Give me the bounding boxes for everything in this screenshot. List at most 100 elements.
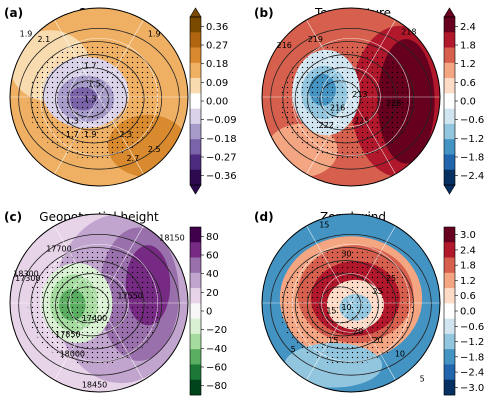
meridian-line	[306, 19, 352, 98]
meridian-line	[98, 302, 144, 381]
colorbar-tick-label: −1.8	[460, 352, 484, 363]
contour-label: 1.7	[66, 130, 79, 139]
map-boundary	[261, 7, 441, 187]
contour-label: 2.1	[37, 35, 50, 44]
colorbar-segment	[190, 123, 201, 140]
colorbar-segment	[190, 257, 201, 274]
contour-label: 17300	[15, 274, 40, 283]
contour-label: 20	[373, 336, 383, 345]
colorbar-tick-label: −0.36	[206, 171, 237, 182]
meridian-line	[306, 96, 352, 175]
colorbar-tick-label: 1.2	[460, 276, 476, 287]
stippling	[27, 43, 162, 160]
colorbar-tick-label: 1.8	[460, 261, 476, 272]
contour-line	[42, 260, 145, 350]
contour-label: 219	[308, 35, 323, 44]
colorbar-segment	[190, 227, 201, 243]
colorbar-segment	[190, 32, 201, 48]
contour-line	[67, 286, 110, 324]
contour-label: 1.9	[84, 130, 97, 139]
colorbar-segment	[190, 318, 201, 335]
colorbar-segment	[190, 379, 201, 396]
colorbar-tick-label: 60	[206, 251, 219, 262]
contour-label: 17550	[117, 292, 142, 301]
colorbar-segment	[444, 272, 455, 289]
colorbar-segment	[190, 62, 201, 79]
panel-2: (b)Temperature2162192162132222252282182.…	[254, 6, 484, 195]
colorbar-segment	[190, 78, 201, 94]
contour-label: 15	[326, 307, 336, 316]
colorbar-segment	[444, 227, 455, 243]
meridian-line	[350, 302, 396, 381]
colorbar-segment	[444, 318, 455, 335]
colorbar-extend-bottom	[443, 184, 456, 195]
contour-line	[30, 247, 163, 363]
panel-1: (a)Ozone1.91.92.11.71.51.31.31.71.92.32.…	[4, 6, 237, 195]
colorbar-segment	[190, 17, 201, 33]
panel-label: (c)	[4, 210, 22, 224]
colorbar-extend-bottom	[189, 184, 202, 195]
colorbar-segment	[444, 32, 455, 48]
colorbar-extend-top	[443, 7, 456, 18]
contour-label: 10	[395, 349, 405, 358]
colorbar-segment	[444, 17, 455, 33]
contour-line	[294, 54, 397, 144]
contour-line	[282, 41, 415, 157]
contour-label: 216	[277, 41, 292, 50]
map-field	[10, 214, 188, 392]
map-boundary	[261, 213, 441, 393]
meridian-line	[306, 302, 352, 381]
contour-label: 228	[386, 99, 401, 108]
contour-label: 20	[353, 327, 363, 336]
colorbar: 3.0 2.4 1.8 1.2 0.6 0.0 −0.6 −1.2 −1.8 −2.4 −3.0	[443, 226, 484, 396]
colorbar-segment	[190, 333, 201, 350]
colorbar-tick-label: −60	[206, 363, 227, 374]
meridian-line	[98, 19, 144, 98]
stippling	[279, 43, 414, 160]
panel-label: (d)	[254, 210, 274, 224]
colorbar-tick-label: 80	[206, 232, 219, 243]
map-field	[262, 214, 440, 392]
meridian-line	[98, 96, 144, 175]
colorbar-tick-label: −1.8	[460, 153, 484, 164]
contour-line	[294, 260, 397, 350]
meridian-line	[306, 225, 352, 304]
meridian-line	[54, 225, 100, 304]
colorbar-tick-label: −40	[206, 344, 227, 355]
contour-label: 218	[401, 28, 416, 37]
meridian-line	[350, 225, 396, 304]
meridian-line	[54, 19, 100, 98]
colorbar: 80 60 40 20 0 −20 −40 −60 −80	[189, 226, 227, 396]
contour-label: 216	[330, 103, 345, 112]
colorbar-segment	[444, 169, 455, 186]
colorbar-tick-label: 0.36	[206, 22, 228, 33]
colorbar-tick-label: −0.6	[460, 322, 484, 333]
colorbar-tick-label: 0.6	[460, 291, 476, 302]
contour-label: 5	[291, 345, 296, 354]
colorbar-tick-label: −2.4	[460, 171, 484, 182]
colorbar-segment	[190, 108, 201, 125]
contour-label: 10	[341, 303, 351, 312]
map-field	[262, 8, 440, 186]
contour-label: 17850	[55, 330, 80, 339]
contour-label: 18450	[82, 381, 107, 390]
colorbar-segment	[444, 364, 455, 381]
colorbar-tick-label: −80	[206, 381, 227, 392]
colorbar-tick-label: −0.6	[460, 115, 484, 126]
colorbar-tick-label: 0.0	[460, 97, 476, 108]
colorbar-segment	[444, 47, 455, 64]
colorbar-segment	[444, 257, 455, 274]
colorbar-segment	[190, 154, 201, 171]
contour-label: 213	[352, 90, 367, 99]
colorbar: 0.36 0.27 0.18 0.09 0.00 −0.09 −0.18 −0.27 −0.36	[189, 7, 237, 195]
contour-line	[270, 233, 432, 376]
colorbar-segment	[190, 349, 201, 365]
colorbar-tick-label: −0.09	[206, 115, 237, 126]
contour-line	[67, 80, 110, 118]
meridian-line	[98, 225, 144, 304]
colorbar-tick-label: 2.4	[460, 245, 476, 256]
contour-line	[42, 54, 145, 144]
contour-label: 1.3	[84, 94, 97, 103]
meridian-line	[350, 96, 396, 175]
colorbar-segment	[444, 139, 455, 155]
